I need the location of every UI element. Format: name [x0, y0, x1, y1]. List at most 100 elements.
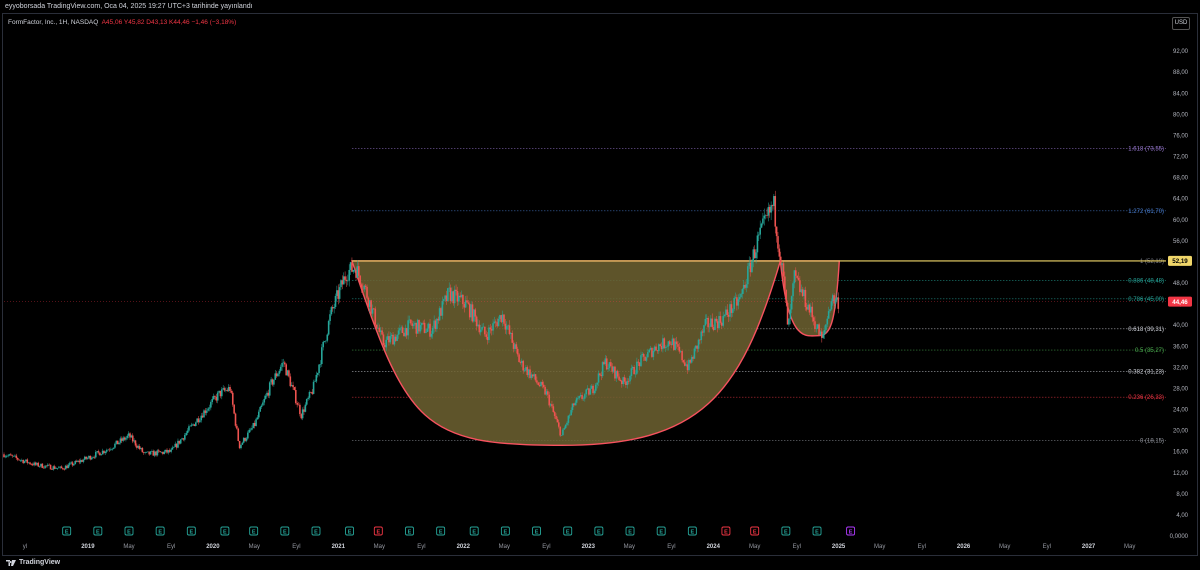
candle-body	[144, 452, 146, 453]
earnings-marker-icon[interactable]	[687, 526, 697, 536]
earnings-marker-icon[interactable]	[500, 526, 510, 536]
candle-body	[364, 285, 367, 287]
candle-body	[689, 359, 692, 363]
candle-body	[797, 277, 800, 281]
candle-body	[194, 422, 197, 426]
candle-body	[805, 307, 808, 310]
candle-body	[40, 463, 42, 467]
earnings-marker-icon[interactable]	[469, 526, 479, 536]
earnings-marker-icon[interactable]	[846, 526, 856, 536]
cup-curve[interactable]	[350, 260, 782, 447]
candle-body	[596, 382, 598, 385]
earnings-marker-icon[interactable]	[155, 526, 165, 536]
candle-body	[170, 449, 172, 452]
candle-body	[286, 370, 289, 376]
candle-body	[533, 374, 535, 377]
candle-body	[355, 270, 357, 278]
earnings-marker-icon[interactable]	[220, 526, 230, 536]
candle-body	[23, 461, 26, 464]
earnings-marker-icon[interactable]	[373, 526, 383, 536]
candle-body	[321, 347, 323, 365]
candle-body	[314, 381, 316, 383]
candle-body	[429, 323, 431, 337]
earnings-marker-icon[interactable]	[625, 526, 635, 536]
fib-level-label: 0.886 (48,48)	[1128, 278, 1164, 284]
handle-curve[interactable]	[779, 260, 841, 337]
candle-body	[233, 404, 235, 414]
candle-body	[173, 446, 175, 448]
earnings-marker-icon[interactable]	[812, 526, 822, 536]
currency-button[interactable]: USD	[1172, 17, 1190, 30]
candle-body	[156, 450, 159, 456]
candle-body	[118, 442, 120, 445]
candle-body	[244, 437, 246, 441]
earnings-marker-letter: E	[252, 530, 256, 536]
candle-body	[694, 345, 697, 349]
candle-body	[268, 382, 271, 396]
earnings-marker-letter: E	[691, 530, 695, 536]
earnings-marker-icon[interactable]	[405, 526, 414, 536]
earnings-marker-letter: E	[314, 530, 318, 536]
symbol-legend[interactable]: FormFactor, Inc., 1H, NASDAQ A45,06 Y45,…	[8, 19, 236, 26]
earnings-marker-icon[interactable]	[124, 526, 134, 536]
price-axis[interactable]: 0,0000 4,00 8,00 12,00 16,00 20,00 24,00 28,00 3…	[1170, 49, 1189, 540]
candle-body	[744, 284, 746, 288]
cup-and-handle-pattern[interactable]	[350, 260, 1166, 447]
candle-body	[181, 438, 183, 440]
candle-body	[45, 465, 48, 467]
candle-body	[725, 309, 727, 315]
candle-body	[829, 309, 831, 312]
earnings-marker-icon[interactable]	[62, 526, 72, 536]
candle-body	[538, 384, 541, 387]
earnings-marker-icon[interactable]	[750, 526, 760, 536]
earnings-marker-icon[interactable]	[345, 526, 355, 536]
candle-body	[51, 469, 53, 470]
candle-body	[160, 451, 163, 453]
candle-body	[119, 438, 122, 443]
earnings-marker-icon[interactable]	[436, 526, 446, 536]
candle-body	[381, 330, 383, 335]
earnings-marker-icon[interactable]	[532, 526, 541, 536]
time-tick-label: 2026	[957, 544, 971, 550]
candle-body	[641, 354, 644, 356]
candle-body	[766, 215, 768, 216]
candle-body	[367, 297, 370, 307]
candle-body	[75, 460, 78, 462]
earnings-marker-icon[interactable]	[311, 526, 321, 536]
earnings-marker-icon[interactable]	[93, 526, 103, 536]
earnings-marker-icon[interactable]	[656, 526, 666, 536]
candle-body	[403, 332, 405, 337]
candle-body	[318, 364, 320, 373]
candle-body	[656, 350, 659, 352]
candle-body	[389, 336, 392, 343]
time-axis[interactable]: yl 2019 May Eyl 2020 May Eyl 2021 May Eyl 2022 May E…	[23, 544, 1136, 550]
candle-body	[615, 370, 618, 379]
earnings-marker-icon[interactable]	[249, 526, 259, 536]
candle-body	[90, 457, 93, 460]
candle-body	[192, 424, 194, 425]
tradingview-logo-icon[interactable]	[6, 559, 16, 567]
candle-body	[589, 388, 592, 395]
earnings-marker-icon[interactable]	[721, 526, 731, 536]
candle-body	[462, 294, 464, 305]
candle-body	[281, 362, 283, 367]
time-tick-label: May	[249, 544, 260, 550]
candle-body	[751, 261, 753, 273]
earnings-marker-icon[interactable]	[594, 526, 604, 536]
earnings-marker-icon[interactable]	[186, 526, 196, 536]
candle-body	[404, 328, 407, 337]
footer-brand[interactable]: TradingView	[19, 559, 61, 566]
candle-body	[748, 262, 751, 267]
candle-body	[816, 324, 819, 329]
candle-body	[599, 373, 601, 375]
earnings-marker-icon[interactable]	[563, 526, 573, 536]
candle-body	[56, 468, 59, 469]
earnings-marker-icon[interactable]	[280, 526, 290, 536]
fib-level-label: 0.5 (35,27)	[1135, 348, 1164, 354]
candle-body	[60, 466, 63, 469]
earnings-marker-icon[interactable]	[781, 526, 791, 536]
earnings-marker-letter: E	[849, 530, 853, 536]
candle-body	[530, 374, 533, 378]
